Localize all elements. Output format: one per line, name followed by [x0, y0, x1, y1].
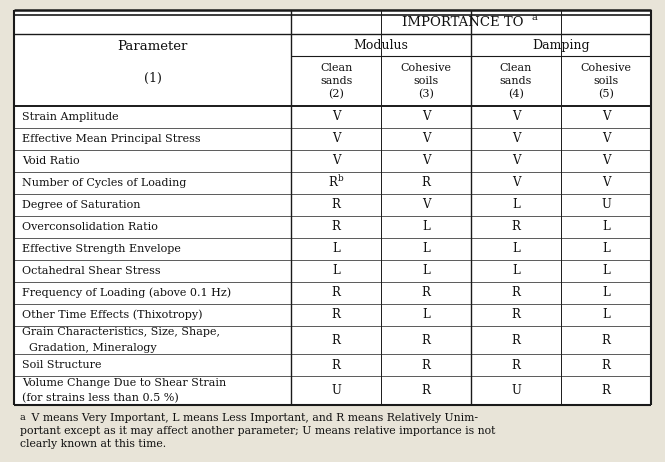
Text: L: L	[422, 242, 430, 255]
Text: L: L	[602, 220, 610, 233]
Text: R: R	[422, 384, 430, 397]
Text: V: V	[602, 176, 610, 189]
Text: Damping: Damping	[532, 39, 590, 52]
Text: V means Very Important, L means Less Important, and R means Relatively Unim-: V means Very Important, L means Less Imp…	[28, 413, 478, 423]
Text: L: L	[512, 242, 520, 255]
Text: L: L	[422, 264, 430, 277]
Text: Cohesive
soils
(5): Cohesive soils (5)	[581, 63, 632, 99]
Text: V: V	[602, 110, 610, 123]
Text: L: L	[602, 264, 610, 277]
Text: R: R	[422, 176, 430, 189]
Text: V: V	[422, 110, 430, 123]
Text: R: R	[511, 286, 521, 299]
Text: V: V	[512, 110, 520, 123]
Text: L: L	[602, 242, 610, 255]
Text: L: L	[512, 198, 520, 211]
Text: L: L	[332, 242, 340, 255]
Text: Frequency of Loading (above 0.1 Hz): Frequency of Loading (above 0.1 Hz)	[22, 287, 231, 298]
Text: L: L	[332, 264, 340, 277]
Text: Effective Mean Principal Stress: Effective Mean Principal Stress	[22, 134, 201, 144]
Text: U: U	[331, 384, 341, 397]
Text: Octahedral Shear Stress: Octahedral Shear Stress	[22, 266, 161, 276]
Text: Degree of Saturation: Degree of Saturation	[22, 200, 140, 210]
Text: U: U	[601, 198, 611, 211]
Text: R: R	[511, 334, 521, 346]
Text: V: V	[422, 132, 430, 145]
Text: R: R	[332, 220, 340, 233]
Text: portant except as it may affect another parameter; U means relative importance i: portant except as it may affect another …	[20, 426, 495, 436]
Text: V: V	[422, 154, 430, 167]
Text: Void Ratio: Void Ratio	[22, 156, 80, 166]
Text: L: L	[512, 264, 520, 277]
Text: V: V	[512, 132, 520, 145]
Text: R: R	[332, 308, 340, 321]
Text: Soil Structure: Soil Structure	[22, 360, 102, 371]
Text: Grain Characteristics, Size, Shape,: Grain Characteristics, Size, Shape,	[22, 328, 220, 337]
Text: V: V	[512, 176, 520, 189]
Text: V: V	[332, 110, 340, 123]
Text: R: R	[329, 176, 338, 189]
Text: R: R	[332, 334, 340, 346]
Text: Cohesive
soils
(3): Cohesive soils (3)	[400, 63, 452, 99]
Text: Overconsolidation Ratio: Overconsolidation Ratio	[22, 222, 158, 232]
Text: R: R	[332, 359, 340, 372]
Text: R: R	[422, 334, 430, 346]
Text: Gradation, Mineralogy: Gradation, Mineralogy	[22, 343, 157, 353]
Text: U: U	[511, 384, 521, 397]
Text: Other Time Effects (Thixotropy): Other Time Effects (Thixotropy)	[22, 310, 203, 320]
Text: R: R	[332, 286, 340, 299]
Text: V: V	[512, 154, 520, 167]
Text: R: R	[422, 359, 430, 372]
Text: L: L	[422, 220, 430, 233]
Text: R: R	[602, 359, 610, 372]
Bar	[14, 10, 651, 405]
Text: Number of Cycles of Loading: Number of Cycles of Loading	[22, 178, 186, 188]
Text: L: L	[422, 308, 430, 321]
Text: Strain Amplitude: Strain Amplitude	[22, 112, 118, 122]
Text: L: L	[602, 286, 610, 299]
Text: V: V	[422, 198, 430, 211]
Text: clearly known at this time.: clearly known at this time.	[20, 439, 166, 449]
Text: V: V	[332, 154, 340, 167]
Text: V: V	[602, 154, 610, 167]
Text: L: L	[602, 308, 610, 321]
Text: Volume Change Due to Shear Strain: Volume Change Due to Shear Strain	[22, 378, 226, 388]
Text: Clean
sands
(2): Clean sands (2)	[320, 63, 352, 99]
Text: R: R	[511, 308, 521, 321]
Text: Modulus: Modulus	[354, 39, 408, 52]
Text: b: b	[338, 174, 344, 183]
Text: R: R	[511, 359, 521, 372]
Text: R: R	[422, 286, 430, 299]
Text: (for strains less than 0.5 %): (for strains less than 0.5 %)	[22, 393, 179, 404]
Text: IMPORTANCE TO: IMPORTANCE TO	[402, 16, 524, 29]
Text: Parameter: Parameter	[117, 40, 188, 53]
Text: V: V	[332, 132, 340, 145]
Text: (1): (1)	[144, 73, 162, 85]
Text: Effective Strength Envelope: Effective Strength Envelope	[22, 244, 181, 254]
Text: a: a	[20, 413, 26, 422]
Text: Clean
sands
(4): Clean sands (4)	[500, 63, 532, 99]
Text: R: R	[602, 334, 610, 346]
Text: R: R	[511, 220, 521, 233]
Text: R: R	[602, 384, 610, 397]
Text: R: R	[332, 198, 340, 211]
Text: a: a	[531, 12, 537, 22]
Text: V: V	[602, 132, 610, 145]
